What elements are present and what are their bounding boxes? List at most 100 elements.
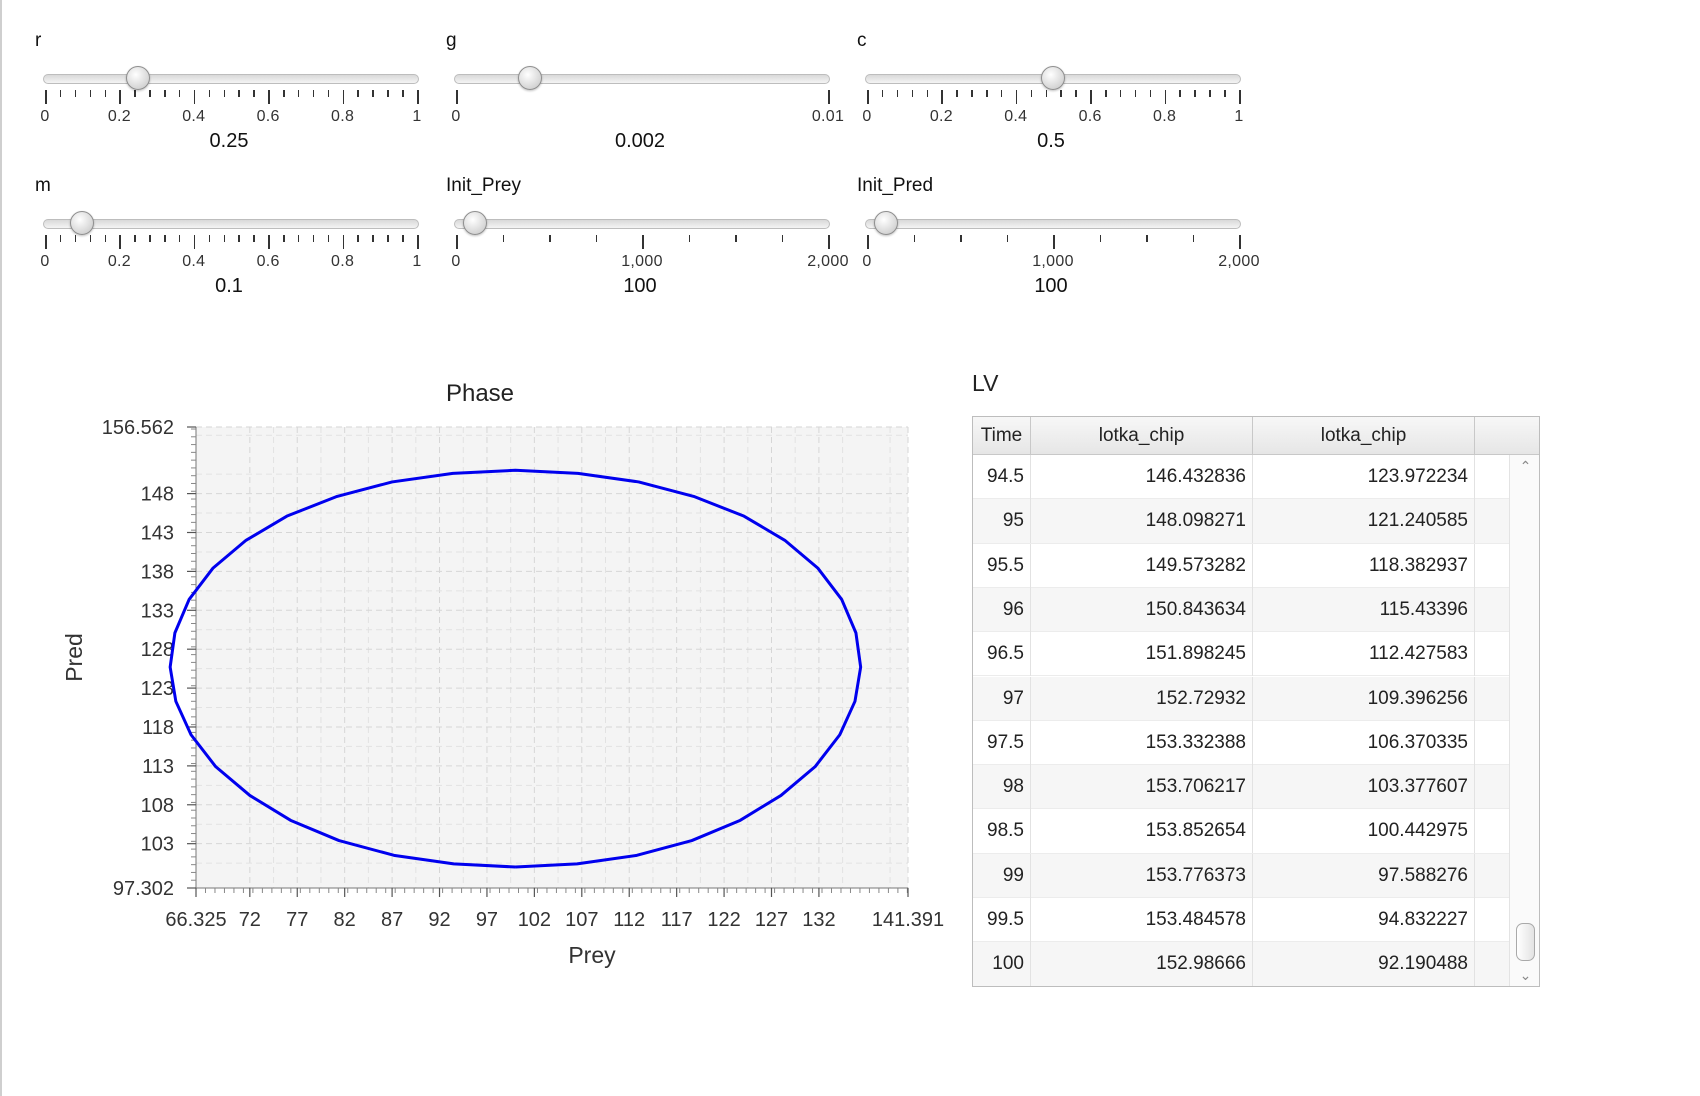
- cell-lotka-chip[interactable]: 153.706217: [1031, 765, 1253, 810]
- cell-lotka-chip[interactable]: 118.382937: [1253, 543, 1475, 588]
- chevron-up-icon[interactable]: ⌃: [1519, 458, 1532, 474]
- cell-lotka-chip[interactable]: 103.377607: [1253, 765, 1475, 810]
- cell-time[interactable]: 95: [973, 499, 1031, 544]
- cell-lotka-chip[interactable]: 146.432836: [1031, 455, 1253, 499]
- tick-label: 0.4: [182, 253, 206, 270]
- cell-time[interactable]: 98.5: [973, 809, 1031, 854]
- cell-filler: [1475, 809, 1509, 853]
- cell-lotka-chip[interactable]: 153.484578: [1031, 898, 1253, 942]
- cell-time[interactable]: 99.5: [973, 898, 1031, 942]
- table-row[interactable]: 95.5 149.573282 118.382937: [973, 543, 1509, 588]
- table-row[interactable]: 96.5 151.898245 112.427583: [973, 632, 1509, 677]
- tick-label: 0.4: [182, 108, 206, 125]
- cell-time[interactable]: 100: [973, 942, 1031, 986]
- cell-time[interactable]: 95.5: [973, 543, 1031, 588]
- minor-tick: [402, 235, 404, 242]
- cell-lotka-chip[interactable]: 121.240585: [1253, 499, 1475, 544]
- table-row[interactable]: 97 152.72932 109.396256: [973, 676, 1509, 721]
- slider-m-track[interactable]: [43, 219, 419, 229]
- cell-lotka-chip[interactable]: 94.832227: [1253, 898, 1475, 942]
- major-tick: [268, 90, 270, 104]
- major-tick: [1015, 90, 1018, 104]
- cell-lotka-chip[interactable]: 92.190488: [1253, 942, 1475, 986]
- table-row[interactable]: 98 153.706217 103.377607: [973, 765, 1509, 810]
- table-row[interactable]: 99.5 153.484578 94.832227: [973, 898, 1509, 943]
- slider-g-track[interactable]: [454, 74, 830, 84]
- cell-lotka-chip[interactable]: 148.098271: [1031, 499, 1253, 544]
- tick-label: 0.2: [107, 108, 131, 125]
- x-tick-label: 107: [565, 909, 598, 931]
- cell-time[interactable]: 97.5: [973, 720, 1031, 765]
- tick-label: 1: [412, 253, 422, 270]
- major-tick: [417, 235, 419, 249]
- slider-r-track[interactable]: [43, 74, 419, 84]
- tick-label: 0.6: [256, 108, 280, 125]
- cell-lotka-chip[interactable]: 123.972234: [1253, 455, 1475, 499]
- minor-tick: [1192, 235, 1194, 242]
- scrollbar-thumb[interactable]: [1516, 923, 1535, 961]
- minor-tick: [238, 90, 240, 97]
- table-row[interactable]: 97.5 153.332388 106.370335: [973, 720, 1509, 766]
- table-row[interactable]: 99 153.776373 97.588276: [973, 853, 1509, 898]
- cell-lotka-chip[interactable]: 97.588276: [1253, 853, 1475, 898]
- minor-tick: [223, 235, 226, 242]
- table-row[interactable]: 95 148.098271 121.240585: [973, 499, 1509, 544]
- column-header-time[interactable]: Time: [973, 417, 1031, 455]
- cell-lotka-chip[interactable]: 106.370335: [1253, 720, 1475, 765]
- cell-lotka-chip[interactable]: 109.396256: [1253, 676, 1475, 721]
- cell-lotka-chip[interactable]: 153.332388: [1031, 720, 1253, 765]
- minor-tick: [178, 90, 181, 97]
- cell-lotka-chip[interactable]: 115.43396: [1253, 587, 1475, 632]
- major-tick: [119, 90, 121, 104]
- cell-lotka-chip[interactable]: 153.852654: [1031, 809, 1253, 854]
- cell-filler: [1475, 721, 1509, 765]
- slider-init_pred-track[interactable]: [865, 219, 1241, 229]
- column-header-lotka-chip-2[interactable]: lotka_chip: [1253, 417, 1475, 455]
- minor-tick: [283, 235, 285, 242]
- cell-time[interactable]: 96: [973, 587, 1031, 632]
- cell-lotka-chip[interactable]: 152.98666: [1031, 942, 1253, 986]
- cell-lotka-chip[interactable]: 100.442975: [1253, 809, 1475, 854]
- major-tick: [119, 235, 121, 249]
- slider-m-thumb[interactable]: [70, 211, 95, 235]
- cell-time[interactable]: 96.5: [973, 632, 1031, 677]
- slider-g-label: g: [446, 30, 457, 51]
- cell-time[interactable]: 98: [973, 765, 1031, 810]
- slider-r-thumb[interactable]: [126, 66, 150, 90]
- cell-lotka-chip[interactable]: 152.72932: [1031, 676, 1253, 721]
- x-tick-label: 77: [286, 909, 308, 931]
- slider-init_prey-thumb[interactable]: [462, 211, 487, 235]
- table-row[interactable]: 98.5 153.852654 100.442975: [973, 809, 1509, 854]
- x-tick-label: 87: [381, 909, 403, 931]
- slider-init_pred-thumb[interactable]: [873, 211, 898, 235]
- minor-tick: [164, 90, 166, 97]
- series-line-0: [168, 468, 863, 869]
- slider-g-thumb[interactable]: [518, 66, 543, 90]
- table-row[interactable]: 94.5 146.432836 123.972234: [973, 455, 1509, 500]
- minor-tick: [134, 235, 136, 242]
- table-row[interactable]: 96 150.843634 115.43396: [973, 587, 1509, 633]
- phase-chart: 66.325 72 77 82 87 92 97 102 107 112 117 122 127 132 1…: [61, 417, 944, 968]
- slider-init_pred: Init_Pred 0 1,000 2,000 100: [857, 175, 1259, 325]
- slider-c-thumb[interactable]: [1041, 66, 1065, 90]
- table-row[interactable]: 100 152.98666 92.190488: [973, 942, 1509, 986]
- column-header-lotka-chip-1[interactable]: lotka_chip: [1031, 417, 1253, 455]
- cell-filler: [1475, 588, 1509, 632]
- chevron-down-icon[interactable]: ⌄: [1519, 967, 1532, 983]
- cell-time[interactable]: 97: [973, 676, 1031, 721]
- slider-init_prey-track[interactable]: [454, 219, 830, 229]
- data-table[interactable]: Time lotka_chip lotka_chip 94.5 146.43283…: [972, 416, 1540, 987]
- vertical-scrollbar[interactable]: ⌃ ⌄: [1509, 455, 1539, 986]
- x-tick-label: 97: [476, 909, 498, 931]
- major-tick: [456, 235, 458, 249]
- minor-tick: [134, 90, 136, 97]
- minor-tick: [59, 90, 62, 97]
- cell-lotka-chip[interactable]: 150.843634: [1031, 587, 1253, 632]
- cell-lotka-chip[interactable]: 149.573282: [1031, 543, 1253, 588]
- cell-lotka-chip[interactable]: 112.427583: [1253, 632, 1475, 677]
- cell-lotka-chip[interactable]: 153.776373: [1031, 853, 1253, 898]
- cell-time[interactable]: 99: [973, 853, 1031, 898]
- cell-lotka-chip[interactable]: 151.898245: [1031, 632, 1253, 677]
- cell-time[interactable]: 94.5: [973, 455, 1031, 499]
- window-left-border: [0, 0, 2, 1096]
